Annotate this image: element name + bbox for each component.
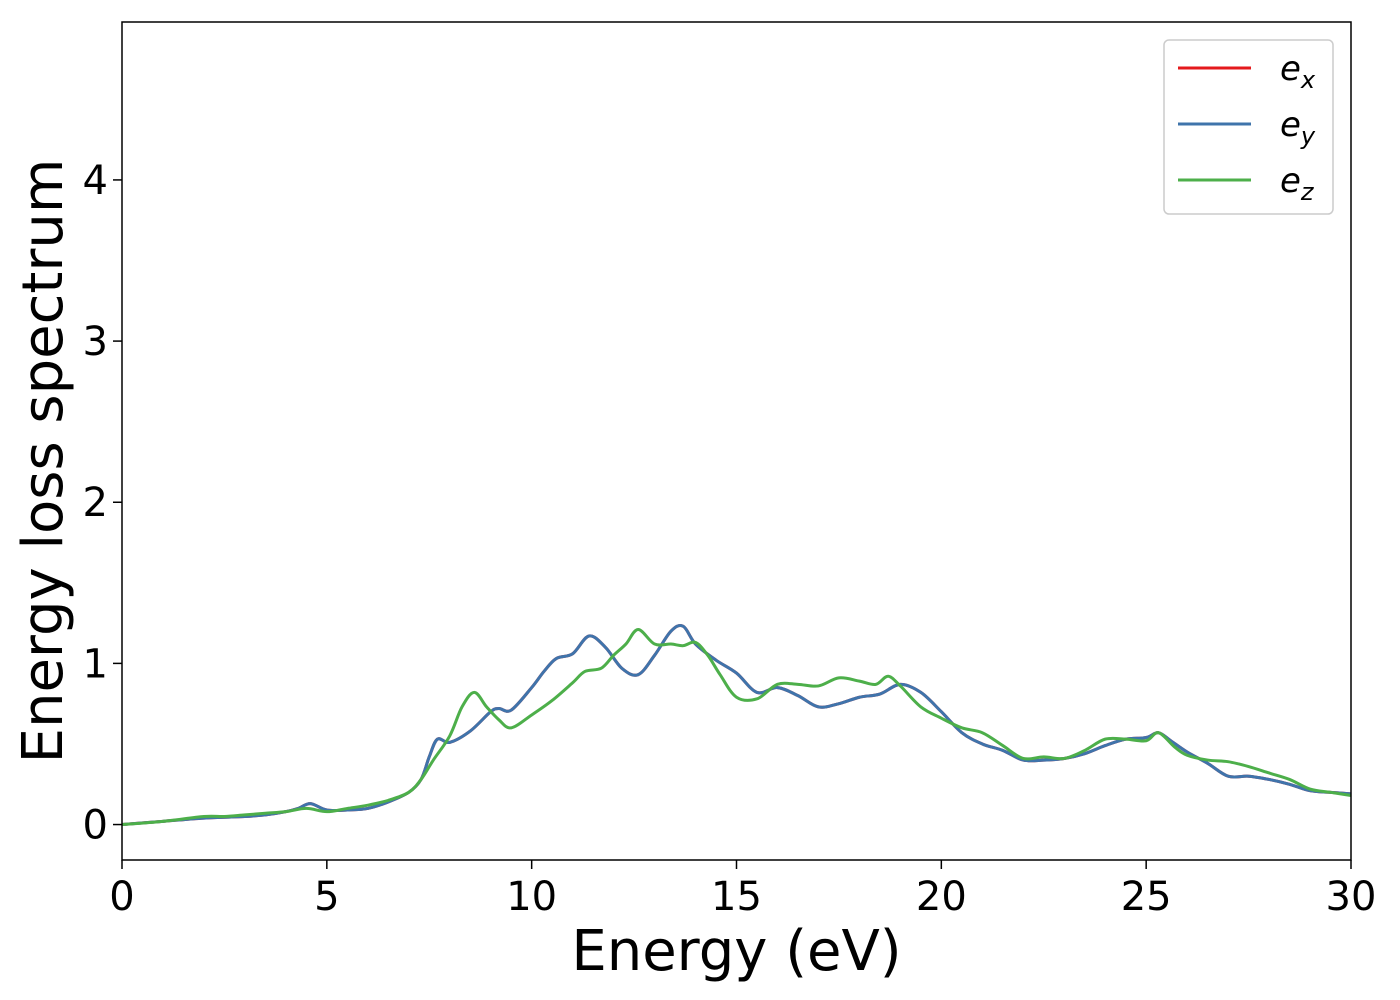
series-line-e-x <box>121 624 1352 827</box>
series-layer <box>121 624 1352 827</box>
legend-entry-e-z: ez <box>1178 161 1315 206</box>
legend-label: ex <box>1280 49 1316 94</box>
y-tick-label: 3 <box>83 319 108 365</box>
x-tick-label: 15 <box>711 874 762 920</box>
x-tick-label: 20 <box>916 874 967 920</box>
legend: ex ey ez <box>1163 39 1334 215</box>
x-axis-title: Energy (eV) <box>571 919 901 984</box>
x-tick-label: 10 <box>506 874 557 920</box>
y-axis-ticks: 0 1 2 3 4 <box>83 158 122 849</box>
x-axis-ticks: 0 5 10 15 20 25 30 <box>109 860 1376 920</box>
y-tick-label: 1 <box>83 641 108 687</box>
x-tick-label: 0 <box>109 874 134 920</box>
legend-label: ey <box>1280 105 1316 150</box>
series-line-e-y <box>121 624 1352 827</box>
x-tick-label: 25 <box>1121 874 1172 920</box>
legend-items: ex ey ez <box>1178 49 1316 206</box>
legend-label: ez <box>1280 161 1315 206</box>
y-tick-label: 2 <box>83 480 108 526</box>
legend-entry-e-y: ey <box>1178 105 1316 150</box>
y-tick-label: 0 <box>83 803 108 849</box>
y-axis-title: Energy loss spectrum <box>11 159 76 764</box>
y-tick-label: 4 <box>83 158 108 204</box>
legend-entry-e-x: ex <box>1178 49 1316 94</box>
x-tick-label: 30 <box>1326 874 1377 920</box>
x-tick-label: 5 <box>314 874 339 920</box>
series-line-e-z <box>121 628 1352 827</box>
legend-box <box>1163 39 1334 215</box>
